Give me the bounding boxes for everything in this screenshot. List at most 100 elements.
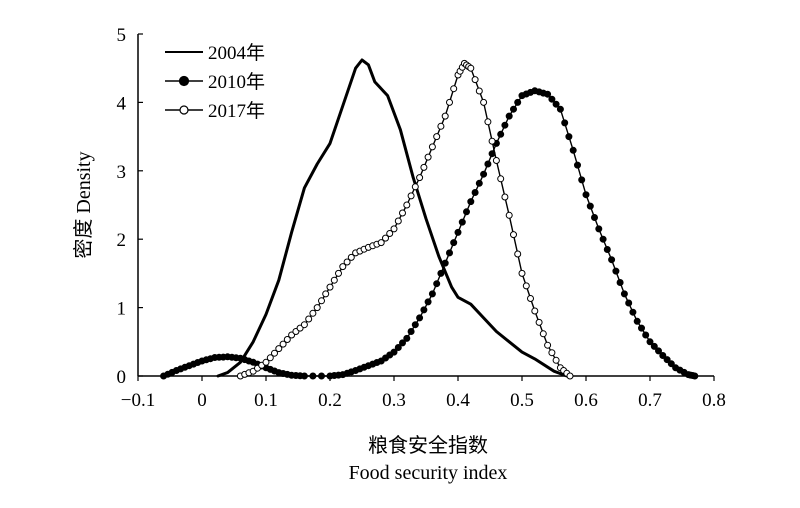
data-point	[650, 342, 658, 350]
data-point	[394, 344, 402, 351]
data-point	[561, 119, 569, 127]
data-point	[595, 225, 603, 233]
data-point	[467, 64, 475, 72]
data-point	[441, 112, 449, 120]
y-tick-label: 4	[117, 93, 127, 114]
data-point	[488, 137, 496, 145]
data-point	[505, 211, 513, 219]
data-point	[612, 267, 620, 275]
data-point	[450, 239, 458, 247]
x-tick-label: 0.2	[318, 390, 342, 411]
y-tick-label: 5	[117, 25, 127, 46]
data-point	[458, 218, 466, 226]
legend-swatch-marker	[179, 105, 189, 115]
data-point	[339, 263, 347, 271]
data-point	[591, 214, 598, 221]
legend-label: 2017年	[208, 100, 265, 122]
data-point	[403, 201, 411, 209]
data-point	[518, 269, 526, 277]
data-point	[501, 121, 509, 129]
series-1	[160, 87, 699, 380]
x-tick-label: 0.5	[510, 390, 534, 411]
series-line	[239, 62, 571, 377]
x-tick-label: 0.1	[254, 390, 278, 411]
data-point	[262, 358, 270, 366]
data-point	[411, 321, 419, 329]
data-point	[437, 269, 445, 277]
data-point	[411, 183, 419, 191]
data-point	[399, 209, 406, 217]
data-point	[279, 340, 287, 348]
series-layer	[160, 58, 699, 380]
data-point	[616, 279, 624, 286]
data-point	[574, 161, 581, 169]
data-point	[544, 341, 552, 349]
data-point	[446, 98, 453, 106]
data-point	[300, 321, 308, 329]
data-point	[309, 309, 317, 317]
data-point	[501, 193, 509, 201]
data-point	[659, 352, 667, 359]
legend-item: 2004年	[165, 42, 265, 64]
data-point	[471, 189, 479, 196]
data-point	[271, 349, 278, 357]
data-point	[283, 336, 291, 343]
y-axis-title: 密度 Density	[72, 151, 95, 258]
data-point	[663, 356, 671, 364]
data-point	[510, 105, 517, 113]
data-point	[399, 339, 406, 347]
x-tick-label: 0.4	[446, 390, 470, 411]
y-axis-ticks: 0 1 2 3 4 5	[117, 25, 143, 388]
axes	[137, 34, 714, 377]
data-point	[416, 314, 424, 322]
data-point	[475, 179, 483, 187]
data-point	[638, 324, 645, 332]
data-point	[450, 85, 458, 93]
y-tick-label: 0	[117, 367, 127, 388]
data-point	[318, 372, 325, 380]
data-point	[475, 87, 483, 95]
data-point	[522, 282, 530, 290]
data-point	[386, 230, 394, 237]
x-tick-label: 0.7	[638, 390, 662, 411]
data-point	[642, 331, 650, 339]
data-point	[390, 348, 398, 356]
data-point	[428, 290, 436, 298]
y-tick-label: 3	[117, 162, 127, 183]
x-axis-title-chinese: 粮食安全指数	[368, 434, 488, 457]
legend-label: 2010年	[208, 71, 265, 93]
data-point	[428, 143, 436, 151]
data-point	[655, 347, 662, 355]
data-point	[510, 231, 517, 239]
data-point	[309, 372, 317, 380]
data-point	[566, 372, 574, 380]
data-point	[313, 304, 321, 312]
data-point	[586, 202, 594, 210]
data-point	[454, 228, 462, 236]
legend-item: 2010年	[165, 71, 265, 93]
data-point	[382, 234, 389, 242]
x-axis-ticks: −0.1 0 0.1 0.2 0.3 0.4 0.5 0.6 0.7 0.8	[121, 376, 726, 411]
data-point	[390, 225, 398, 233]
data-point	[569, 146, 577, 154]
y-tick-label: 2	[117, 230, 127, 251]
data-point	[420, 163, 428, 171]
data-point	[629, 308, 637, 316]
data-point	[505, 112, 513, 120]
series-line	[162, 90, 696, 377]
data-point	[394, 217, 402, 225]
data-point	[484, 118, 492, 126]
data-point	[531, 307, 539, 315]
data-point	[646, 338, 654, 346]
data-point	[441, 259, 449, 267]
data-point	[330, 276, 338, 284]
data-point	[407, 328, 415, 335]
data-point	[433, 133, 441, 141]
legend-swatch-marker	[178, 75, 190, 87]
y-tick-label: 1	[117, 299, 127, 320]
data-point	[424, 298, 432, 306]
data-point	[377, 239, 385, 247]
data-point	[514, 250, 522, 258]
data-point	[544, 90, 552, 98]
